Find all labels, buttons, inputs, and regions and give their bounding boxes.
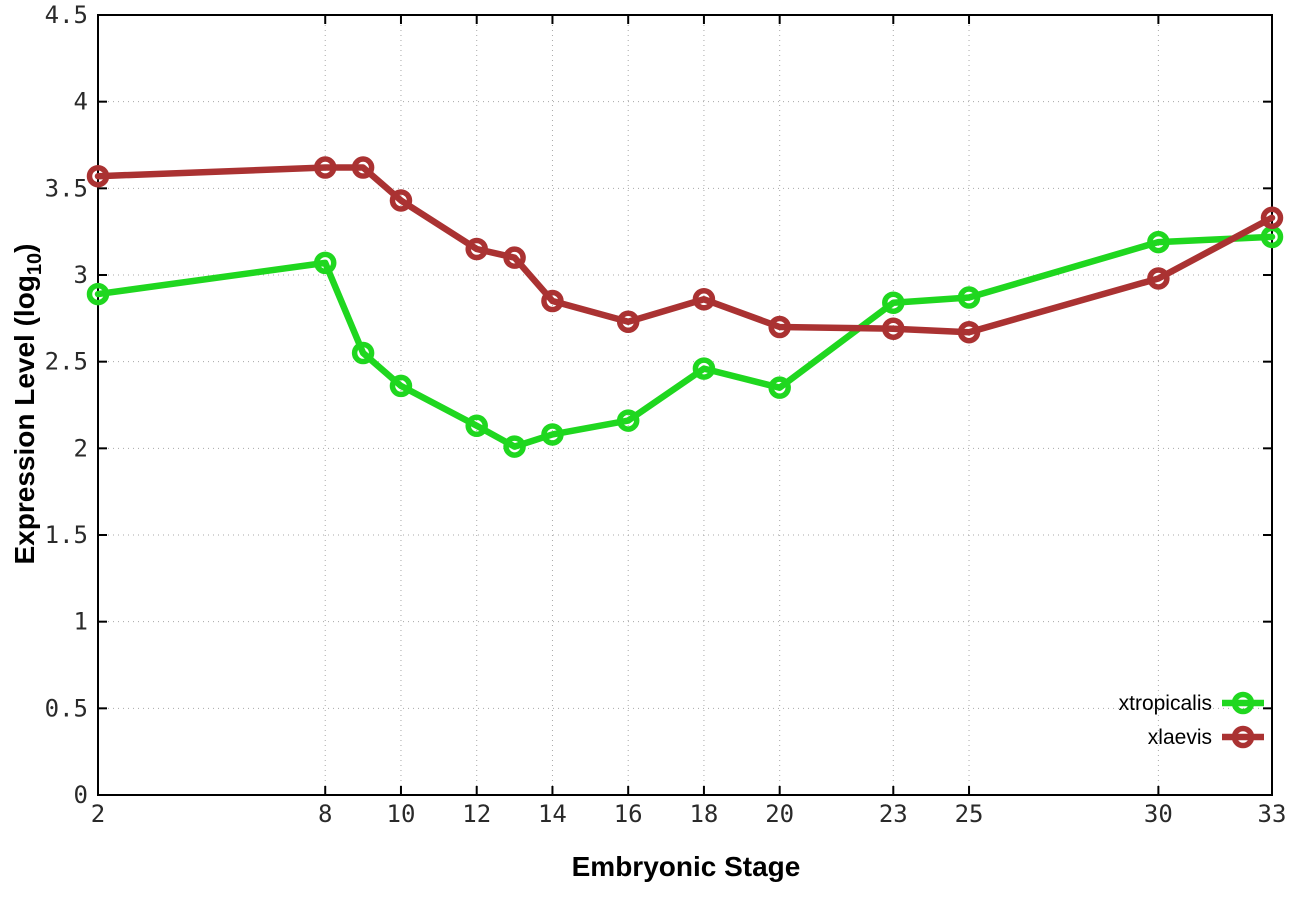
data-point-xtropicalis <box>465 414 488 438</box>
y-axis-title: Expression Level (log10) <box>9 244 46 565</box>
data-point-xtropicalis <box>692 357 716 380</box>
data-point-xlaevis <box>389 189 413 212</box>
y-tick-label: 4.5 <box>45 1 88 29</box>
series-line-xlaevis <box>94 164 1276 336</box>
series-xlaevis <box>86 156 1284 344</box>
x-tick-label: 18 <box>689 800 718 828</box>
y-tick-label: 4 <box>74 88 88 116</box>
y-tick-label: 1.5 <box>45 521 88 549</box>
x-tick-label: 16 <box>614 800 643 828</box>
data-point-xlaevis <box>541 289 564 313</box>
legend-entry-xlaevis: xlaevis <box>1148 725 1264 749</box>
data-point-xlaevis <box>503 246 526 269</box>
series-xtropicalis <box>86 225 1284 458</box>
x-tick-label: 2 <box>91 800 105 828</box>
x-tick-label: 12 <box>462 800 491 828</box>
data-point-xtropicalis <box>351 341 375 365</box>
series-line-xtropicalis <box>94 233 1276 450</box>
plot-border <box>97 14 1273 796</box>
data-point-xlaevis <box>351 156 375 179</box>
x-tick-label: 33 <box>1258 800 1287 828</box>
x-tick-label: 20 <box>765 800 794 828</box>
x-tick-label: 8 <box>318 800 332 828</box>
legend-label: xlaevis <box>1148 726 1212 749</box>
legend-marker-icon <box>1231 691 1255 715</box>
data-point-xtropicalis <box>313 251 337 275</box>
data-point-xtropicalis <box>957 286 981 309</box>
y-tick-label: 0 <box>74 781 88 809</box>
data-point-xtropicalis <box>882 291 905 314</box>
x-axis-title: Embryonic Stage <box>572 851 801 882</box>
data-point-xlaevis <box>692 288 716 311</box>
data-point-xtropicalis <box>1147 230 1170 254</box>
legend-marker-icon <box>1231 725 1255 749</box>
y-tick-label: 3.5 <box>45 174 88 202</box>
y-axis-title-end: ) <box>9 244 40 253</box>
y-tick-label: 1 <box>74 608 88 636</box>
x-tick-label: 14 <box>538 800 567 828</box>
data-point-xlaevis <box>465 237 488 261</box>
data-point-xlaevis <box>957 320 981 344</box>
data-point-xtropicalis <box>541 423 564 446</box>
y-axis-title-subscript: 10 <box>24 253 46 275</box>
data-point-xlaevis <box>86 164 110 188</box>
data-point-xtropicalis <box>768 376 791 399</box>
data-point-xlaevis <box>616 310 640 334</box>
legend-entry-xtropicalis: xtropicalis <box>1119 691 1264 715</box>
data-point-xtropicalis <box>616 409 640 432</box>
data-point-xlaevis <box>768 315 791 339</box>
y-tick-label: 2.5 <box>45 348 88 376</box>
x-tick-label: 23 <box>879 800 908 828</box>
y-tick-label: 3 <box>74 261 88 289</box>
data-point-xlaevis <box>1260 206 1284 230</box>
data-point-xlaevis <box>1147 267 1170 290</box>
x-tick-label: 10 <box>387 800 416 828</box>
data-point-xlaevis <box>313 156 337 179</box>
y-tick-label: 2 <box>74 434 88 462</box>
y-tick-label: 0.5 <box>45 694 88 722</box>
data-point-xtropicalis <box>86 282 110 306</box>
y-axis-title-main: Expression Level (log <box>9 275 40 564</box>
legend-label: xtropicalis <box>1119 692 1212 715</box>
legend: xtropicalis xlaevis <box>1119 691 1264 749</box>
x-tick-label: 25 <box>955 800 984 828</box>
data-point-xtropicalis <box>503 435 526 458</box>
data-point-xtropicalis <box>389 374 413 398</box>
x-tick-label: 30 <box>1144 800 1173 828</box>
data-point-xlaevis <box>882 317 905 340</box>
